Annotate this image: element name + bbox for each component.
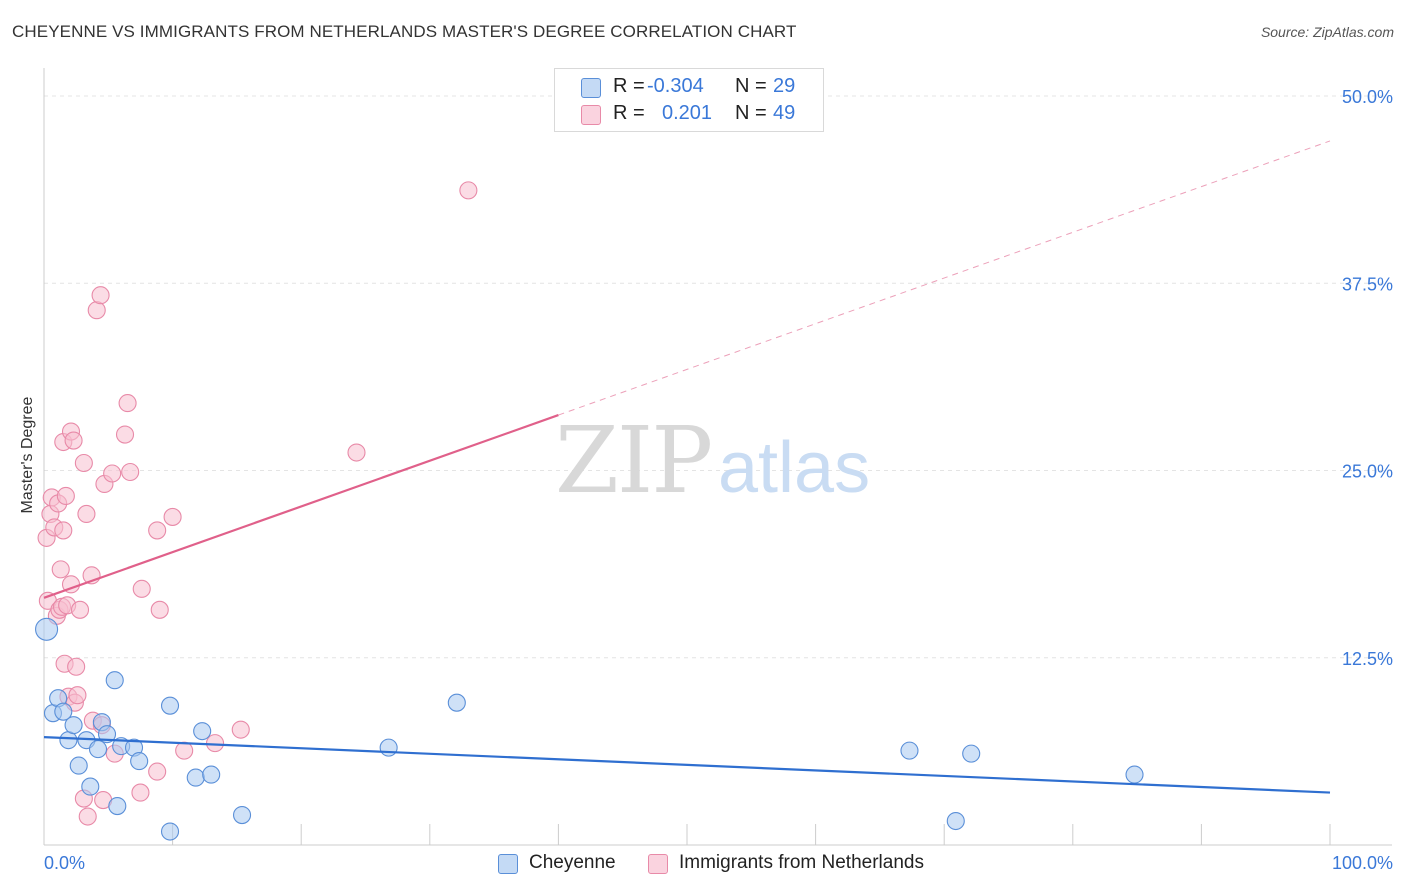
legend-r-label: R =	[613, 75, 645, 97]
netherlands-point	[74, 453, 93, 473]
cheyenne-point	[202, 765, 221, 784]
trend-lines	[43, 140, 1331, 794]
cheyenne-point	[69, 756, 88, 775]
netherlands-point	[54, 521, 73, 540]
cheyenne-point	[1125, 765, 1144, 784]
cheyenne-point	[97, 725, 117, 744]
netherlands-point	[231, 720, 250, 739]
cheyenne-point	[193, 722, 212, 741]
legend-r-label: R =	[613, 102, 645, 124]
netherlands-point	[459, 181, 478, 200]
y-axis-label: Master's Degree	[19, 396, 36, 514]
cheyenne-trend-line	[43, 736, 1331, 794]
cheyenne-point	[379, 738, 398, 757]
cheyenne-point	[88, 740, 108, 759]
y-tick-label: 37.5%	[1342, 274, 1393, 294]
y-tick-label: 50.0%	[1342, 87, 1393, 107]
netherlands-point	[175, 741, 194, 760]
chart-title: CHEYENNE VS IMMIGRANTS FROM NETHERLANDS …	[12, 22, 797, 41]
data-points	[35, 181, 1144, 841]
cheyenne-point	[160, 822, 180, 841]
bottom-legend-label-netherlands: Immigrants from Netherlands	[679, 852, 924, 873]
cheyenne-point	[900, 741, 919, 760]
cheyenne-point	[105, 671, 124, 690]
bottom-legend-swatch-netherlands	[648, 854, 668, 874]
bottom-legend-label-cheyenne: Cheyenne	[529, 852, 616, 873]
cheyenne-point	[232, 805, 252, 825]
correlation-legend: R = -0.304 N = 29 R = 0.201 N = 49	[554, 68, 824, 132]
cheyenne-point	[59, 731, 78, 750]
y-tick-label: 12.5%	[1342, 649, 1393, 669]
bottom-legend-swatch-cheyenne	[498, 854, 518, 874]
legend-swatch-netherlands	[581, 105, 601, 125]
netherlands-point	[148, 521, 167, 540]
x-tick-label: 100.0%	[1332, 853, 1393, 873]
netherlands-point	[163, 507, 182, 526]
legend-n-label: N =	[735, 75, 767, 97]
cheyenne-point	[186, 768, 205, 787]
cheyenne-point	[64, 716, 83, 735]
legend-n-value: 29	[773, 75, 796, 97]
y-tick-label: 25.0%	[1342, 462, 1393, 482]
legend-n-value: 49	[773, 102, 796, 124]
netherlands-point	[132, 579, 151, 598]
netherlands-point	[347, 443, 366, 462]
gridlines	[44, 95, 1392, 659]
legend-r-value: 0.201	[662, 102, 713, 124]
netherlands-point	[51, 560, 70, 579]
cheyenne-point	[946, 811, 965, 831]
netherlands-point	[77, 504, 96, 523]
legend-n-label: N =	[735, 102, 767, 124]
netherlands-trend-extension	[558, 140, 1331, 416]
netherlands-point	[68, 686, 87, 705]
cheyenne-point	[447, 693, 466, 712]
cheyenne-point	[54, 702, 73, 721]
cheyenne-point	[160, 696, 180, 715]
netherlands-point	[56, 486, 75, 506]
axes	[43, 68, 1392, 846]
netherlands-point	[67, 657, 86, 676]
x-tick-label: 0.0%	[44, 853, 85, 873]
netherlands-point	[150, 600, 169, 619]
netherlands-point	[103, 464, 122, 483]
netherlands-point	[131, 783, 150, 802]
cheyenne-point	[108, 797, 127, 816]
tick-labels: 12.5% 25.0% 37.5% 50.0% 0.0% 100.0%	[44, 87, 1393, 873]
cheyenne-point	[962, 744, 981, 763]
legend-r-value: -0.304	[647, 75, 704, 97]
netherlands-point	[87, 301, 106, 320]
cheyenne-point	[35, 617, 59, 641]
netherlands-point	[205, 734, 225, 753]
watermark-zip: ZIP	[555, 407, 711, 514]
watermark-atlas: atlas	[718, 428, 870, 508]
netherlands-trend-line	[43, 414, 559, 599]
cheyenne-point	[130, 752, 149, 771]
netherlands-point	[121, 462, 140, 482]
netherlands-point	[64, 431, 83, 450]
netherlands-point	[70, 600, 90, 619]
netherlands-point	[91, 286, 110, 305]
netherlands-point	[78, 807, 97, 826]
legend-swatch-cheyenne	[581, 78, 601, 98]
netherlands-point	[115, 425, 135, 444]
source-attribution: Source: ZipAtlas.com	[1260, 24, 1394, 40]
cheyenne-point	[81, 777, 100, 796]
netherlands-point	[148, 762, 167, 781]
watermark: ZIP atlas	[555, 407, 870, 514]
netherlands-point	[118, 394, 137, 413]
